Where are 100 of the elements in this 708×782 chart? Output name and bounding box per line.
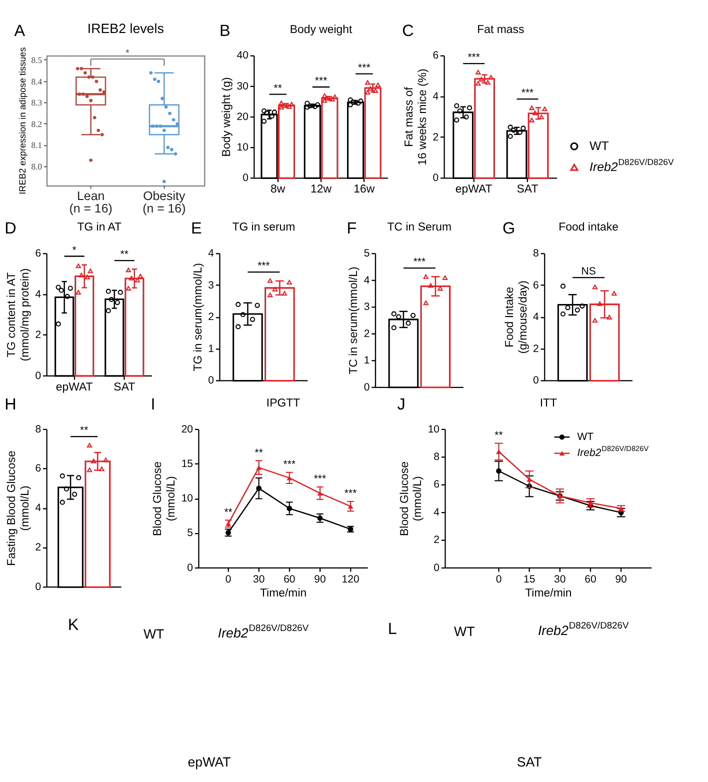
y-tick-label: 20 [181,423,194,436]
y-tick-label: 15 [181,458,194,470]
y-tick-label: 6 [432,50,439,62]
annotation: ** [120,248,128,261]
y-tick-label: 8.0 [31,161,42,172]
annotation: * [72,244,76,256]
y-axis-title: Blood Glucose (mmol/L) [398,461,424,536]
text: G [502,220,516,238]
annotation: *** [413,256,426,268]
y-axis-title: Blood Glucose (mmol/L) [152,461,178,536]
text: H [4,395,16,414]
y-tick-label: 10 [181,492,194,505]
chart-title: TG in serum [232,222,296,234]
y-axis-title: IREB2 expression in adipose tissues [18,46,28,194]
point [496,449,502,454]
x-tick-label: 30 [253,573,265,586]
annotation: *** [314,75,328,88]
text: I [150,395,156,414]
annotation: *** [283,458,296,471]
y-tick-label: 4 [434,506,440,518]
y-tick-label: 6 [35,462,42,475]
point [286,476,292,480]
annotation: ** [494,430,503,442]
text: A [14,22,26,40]
annotation: ** [274,82,282,94]
x-tick-label: 0 [496,573,502,586]
annotation: *** [521,87,534,100]
text: WT [454,624,475,639]
x-tick-label: 90 [314,573,326,586]
text: L [388,620,397,638]
chart-title: Body weight [290,24,354,36]
text: C [402,22,414,40]
y-axis-title: TG content in AT (mmol/mg protein) [6,268,32,362]
x-tick-label: 60 [584,573,596,586]
x-tick-label: Lean (n = 16) [69,189,112,216]
y-tick-label: 2 [364,328,370,340]
y-tick-label: 4 [432,90,439,102]
y-tick-label: 40 [236,50,249,62]
chart-title: IPGTT [266,398,300,410]
annotation: *** [314,473,326,486]
y-tick-label: 6 [434,478,440,491]
y-tick-label: 20 [236,110,249,123]
point [588,500,594,506]
annotation: *** [258,260,270,272]
text: D [4,220,16,238]
y-tick-label: 4 [533,311,540,324]
y-axis-title: TG in serum(mmol/L) [192,262,204,372]
chart-title: Fat mass [477,24,524,36]
y-tick-label: 0 [187,562,194,574]
annotation: *** [358,62,370,74]
y-tick-label: 3 [364,301,370,314]
y-tick-label: 2 [432,131,439,144]
y-tick-label: 8.5 [31,54,42,65]
annotation: *** [344,488,357,500]
chart-title: ITT [540,398,558,410]
x-tick-label: 16w [354,183,376,196]
y-axis-title: Fat mass of 16 weeks mice (%) [404,68,430,166]
y-tick-label: 4 [35,288,42,300]
annotation: ** [80,424,88,437]
y-tick-label: 8.1 [31,140,42,150]
y-tick-label: 8 [533,248,540,260]
annotation: * [126,48,130,60]
y-tick-label: 2 [434,534,440,546]
annotation: NS [581,266,596,278]
y-tick-label: 5 [364,248,370,260]
text: WT [143,626,164,642]
x-tick-label: 60 [284,573,296,586]
y-tick-label: 8.2 [31,118,42,129]
y-tick-label: 5 [187,527,194,540]
y-tick-label: 0 [35,370,42,382]
x-axis-title: Time/min [260,588,307,600]
x-tick-label: SAT [516,183,538,196]
y-tick-label: 6 [35,248,42,260]
annotation: ** [224,506,232,518]
y-tick-label: 3 [208,279,214,292]
point [286,506,292,512]
x-tick-label: 8w [270,183,286,196]
text: E [190,220,202,238]
y-tick-label: 30 [236,80,249,92]
y-tick-label: 0 [434,562,440,574]
x-tick-label: Obesity (n = 16) [142,189,186,216]
y-tick-label: 10 [236,141,249,154]
y-axis-title: Food Intake (g/mouse/day) [504,280,530,354]
y-axis-title: TC in serum(mmol/L) [348,266,360,374]
chart-title: TC in Serum [387,222,452,234]
y-tick-label: 10 [428,423,440,436]
annotation: ** [254,446,263,459]
point [317,515,323,521]
y-tick-label: 0 [242,172,249,184]
y-tick-label: 6 [533,279,540,292]
annotation: *** [468,52,480,64]
y-axis-title: Fasting Blood Glucose (mmol/L) [6,450,32,566]
x-tick-label: epWAT [455,183,492,196]
x-tick-label: 30 [554,573,566,586]
text: F [346,220,357,238]
y-tick-label: 2 [35,542,42,554]
y-tick-label: 2 [208,311,214,324]
x-tick-label: 120 [342,573,360,586]
point [256,465,262,470]
chart-title: IREB2 levels [87,20,164,36]
